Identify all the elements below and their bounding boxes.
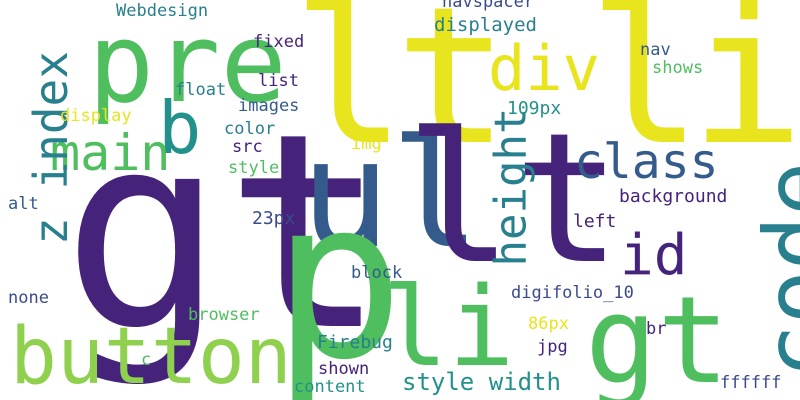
word-lt-li-i: i (690, 0, 800, 187)
word-webdesign: Webdesign (116, 1, 209, 21)
word-displayed: displayed (434, 14, 537, 36)
word-code: code (745, 161, 800, 379)
word-jpg: jpg (537, 337, 568, 357)
word-digifolio: digifolio_10 (511, 283, 634, 303)
word-lt-li-l1: l (292, 0, 407, 187)
word-23px: 23px (252, 208, 296, 229)
word-lt-li-l2: l (588, 0, 703, 187)
word-browser: browser (188, 305, 260, 325)
word-ul: ul (300, 108, 481, 282)
word-button: button (10, 312, 292, 400)
word-li: li (382, 263, 515, 391)
word-lt-li-t: t (395, 0, 510, 187)
word-nav: nav (640, 40, 671, 60)
word-main: main (50, 124, 171, 182)
word-alt: alt (8, 194, 39, 214)
word-ffffff: ffffff (720, 373, 782, 393)
word-none: none (8, 288, 49, 308)
word-c: c (141, 350, 152, 370)
word-gt: gt (62, 75, 388, 390)
word-background: background (619, 186, 728, 207)
word-id: id (620, 223, 688, 288)
word-lt: lt (405, 95, 622, 304)
word-div: div (488, 32, 600, 105)
word-gt-2: gt (585, 272, 730, 400)
word-navspacer: navspacer (442, 0, 535, 12)
word-content: content (294, 377, 366, 397)
word-p: p (272, 152, 405, 400)
word-float: float (175, 80, 227, 100)
word-left: left (573, 211, 617, 232)
word-src: src (232, 137, 263, 157)
word-images: images (238, 96, 300, 116)
word-img: img (351, 134, 382, 154)
word-shown: shown (318, 359, 370, 379)
word-shows: shows (652, 58, 704, 78)
word-style: style (228, 158, 280, 178)
word-86px: 86px (528, 314, 569, 334)
word-pre: pre (88, 0, 287, 127)
word-br: br (646, 319, 667, 339)
word-firebug: Firebug (317, 332, 393, 353)
word-style-width: style width (402, 368, 561, 396)
word-fixed: fixed (253, 32, 305, 52)
word-block: block (351, 263, 403, 283)
word-b: b (158, 86, 202, 170)
word-class: class (574, 134, 719, 190)
word-display: display (60, 106, 132, 126)
word-list: list (258, 71, 299, 91)
word-color: color (224, 119, 276, 139)
word-z-index: z index (23, 51, 78, 245)
word-height: height (485, 107, 537, 267)
word-109px: 109px (507, 98, 562, 119)
